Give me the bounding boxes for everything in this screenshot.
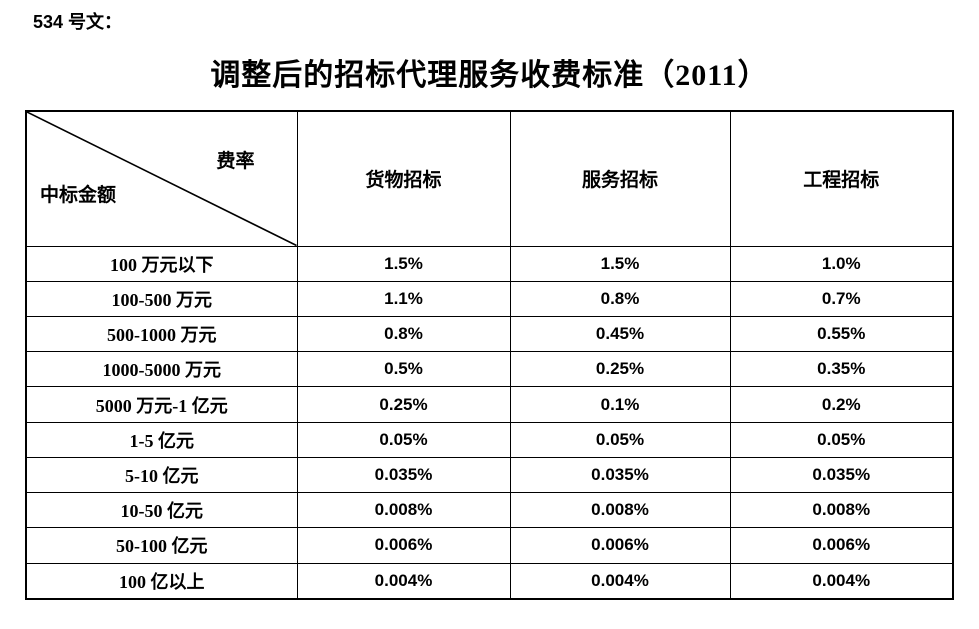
amount-cell: 5-10 亿元: [25, 456, 298, 494]
corner-label-amount: 中标金额: [40, 185, 117, 206]
engineering-rate-cell: 0.006%: [729, 527, 954, 564]
services-rate-cell: 0.45%: [509, 315, 731, 353]
amount-cell: 1000-5000 万元: [25, 351, 298, 388]
services-rate-cell: 0.25%: [509, 351, 731, 388]
services-rate-cell: 0.8%: [509, 280, 731, 317]
engineering-rate-cell: 0.55%: [729, 315, 954, 353]
diagonal-corner-cell: 费率 中标金额: [25, 110, 298, 247]
engineering-rate-cell: 0.7%: [729, 280, 954, 317]
engineering-rate-cell: 0.2%: [729, 386, 954, 423]
amount-cell: 1-5 亿元: [25, 421, 298, 458]
goods-rate-cell: 0.006%: [296, 527, 511, 564]
table-row: 1-5 亿元 0.05% 0.05% 0.05%: [25, 421, 954, 458]
goods-rate-cell: 0.004%: [296, 562, 511, 600]
goods-rate-cell: 1.1%: [296, 280, 511, 317]
doc-number-label: 534 号文：: [33, 12, 123, 32]
page-title: 调整后的招标代理服务收费标准（2011）: [210, 59, 769, 92]
services-rate-cell: 0.05%: [509, 421, 731, 458]
table-row: 5-10 亿元 0.035% 0.035% 0.035%: [25, 456, 954, 494]
table-body: 100 万元以下 1.5% 1.5% 1.0% 100-500 万元 1.1% …: [25, 245, 954, 600]
table-row: 10-50 亿元 0.008% 0.008% 0.008%: [25, 492, 954, 529]
column-header-engineering: 工程招标: [729, 110, 954, 247]
table-row: 500-1000 万元 0.8% 0.45% 0.55%: [25, 315, 954, 353]
engineering-rate-cell: 0.35%: [729, 351, 954, 388]
table-row: 100 亿以上 0.004% 0.004% 0.004%: [25, 562, 954, 600]
goods-rate-cell: 0.035%: [296, 456, 511, 494]
table-row: 50-100 亿元 0.006% 0.006% 0.006%: [25, 527, 954, 564]
header-row: 费率 中标金额 货物招标 服务招标 工程招标: [25, 110, 954, 247]
amount-cell: 50-100 亿元: [25, 527, 298, 564]
goods-rate-cell: 0.008%: [296, 492, 511, 529]
services-rate-cell: 1.5%: [509, 245, 731, 282]
column-header-services: 服务招标: [509, 110, 731, 247]
amount-cell: 5000 万元-1 亿元: [25, 386, 298, 423]
table-row: 100-500 万元 1.1% 0.8% 0.7%: [25, 280, 954, 317]
services-rate-cell: 0.008%: [509, 492, 731, 529]
services-rate-cell: 0.006%: [509, 527, 731, 564]
amount-cell: 100 亿以上: [25, 562, 298, 600]
engineering-rate-cell: 0.004%: [729, 562, 954, 600]
engineering-rate-cell: 0.008%: [729, 492, 954, 529]
goods-rate-cell: 0.25%: [296, 386, 511, 423]
corner-label-rate: 费率: [216, 151, 255, 172]
table-row: 100 万元以下 1.5% 1.5% 1.0%: [25, 245, 954, 282]
services-rate-cell: 0.1%: [509, 386, 731, 423]
column-header-goods: 货物招标: [296, 110, 511, 247]
engineering-rate-cell: 0.035%: [729, 456, 954, 494]
services-rate-cell: 0.004%: [509, 562, 731, 600]
diagonal-divider-line: [27, 112, 297, 246]
goods-rate-cell: 1.5%: [296, 245, 511, 282]
amount-cell: 100-500 万元: [25, 280, 298, 317]
table-row: 1000-5000 万元 0.5% 0.25% 0.35%: [25, 351, 954, 388]
goods-rate-cell: 0.8%: [296, 315, 511, 353]
fee-rate-table: 费率 中标金额 货物招标 服务招标 工程招标 100 万元以下 1.5% 1.5…: [25, 110, 954, 600]
amount-cell: 500-1000 万元: [25, 315, 298, 353]
services-rate-cell: 0.035%: [509, 456, 731, 494]
table-row: 5000 万元-1 亿元 0.25% 0.1% 0.2%: [25, 386, 954, 423]
engineering-rate-cell: 0.05%: [729, 421, 954, 458]
engineering-rate-cell: 1.0%: [729, 245, 954, 282]
goods-rate-cell: 0.05%: [296, 421, 511, 458]
amount-cell: 10-50 亿元: [25, 492, 298, 529]
amount-cell: 100 万元以下: [25, 245, 298, 282]
goods-rate-cell: 0.5%: [296, 351, 511, 388]
